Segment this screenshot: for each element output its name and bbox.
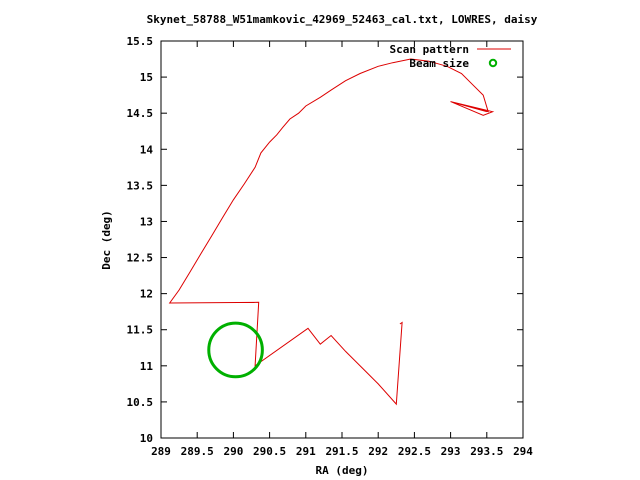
y-tick-label: 12: [140, 288, 153, 301]
x-tick-label: 289.5: [181, 445, 214, 458]
plot-series: [168, 58, 495, 406]
y-tick-label: 10.5: [127, 396, 154, 409]
x-tick-label: 294: [513, 445, 533, 458]
legend: Scan pattern Beam size: [390, 43, 511, 70]
y-tick-label: 10: [140, 432, 153, 445]
y-tick-label: 15.5: [127, 35, 154, 48]
x-axis-label: RA (deg): [316, 464, 369, 477]
chart-title: Skynet_58788_W51mamkovic_42969_52463_cal…: [147, 13, 538, 26]
y-tick-label: 15: [140, 71, 153, 84]
y-tick-label: 12.5: [127, 252, 154, 265]
legend-marker-beam-size: [488, 58, 498, 68]
x-tick-label: 291: [296, 445, 316, 458]
x-tick-label: 289: [151, 445, 171, 458]
y-tick-label: 11: [140, 360, 154, 373]
scan-pattern-line: [168, 58, 495, 406]
x-tick-label: 292: [368, 445, 388, 458]
legend-label-scan-pattern: Scan pattern: [390, 43, 469, 56]
x-tick-label: 291.5: [325, 445, 358, 458]
beam-size-circle: [207, 321, 264, 379]
y-tick-label: 11.5: [127, 324, 154, 337]
y-tick-label: 13.5: [127, 179, 154, 192]
plot-frame: [160, 40, 524, 439]
y-tick-label: 14.5: [127, 107, 154, 120]
x-tick-label: 293: [441, 445, 461, 458]
y-tick-label: 13: [140, 215, 153, 228]
x-tick-label: 292.5: [398, 445, 431, 458]
x-tick-labels: 289 289.5 290 290.5 291 291.5 292 292.5 293 293.5…: [151, 445, 533, 458]
y-axis-label: Dec (deg): [100, 210, 113, 270]
x-tick-label: 290: [223, 445, 243, 458]
axis-ticks: [160, 40, 524, 439]
legend-label-beam-size: Beam size: [409, 57, 469, 70]
x-tick-label: 293.5: [470, 445, 503, 458]
y-tick-label: 14: [140, 143, 154, 156]
y-tick-labels: 10 10.5 11 11.5 12 12.5 13 13.5 14 14.5 15 15.5: [127, 35, 154, 445]
x-tick-label: 290.5: [253, 445, 286, 458]
